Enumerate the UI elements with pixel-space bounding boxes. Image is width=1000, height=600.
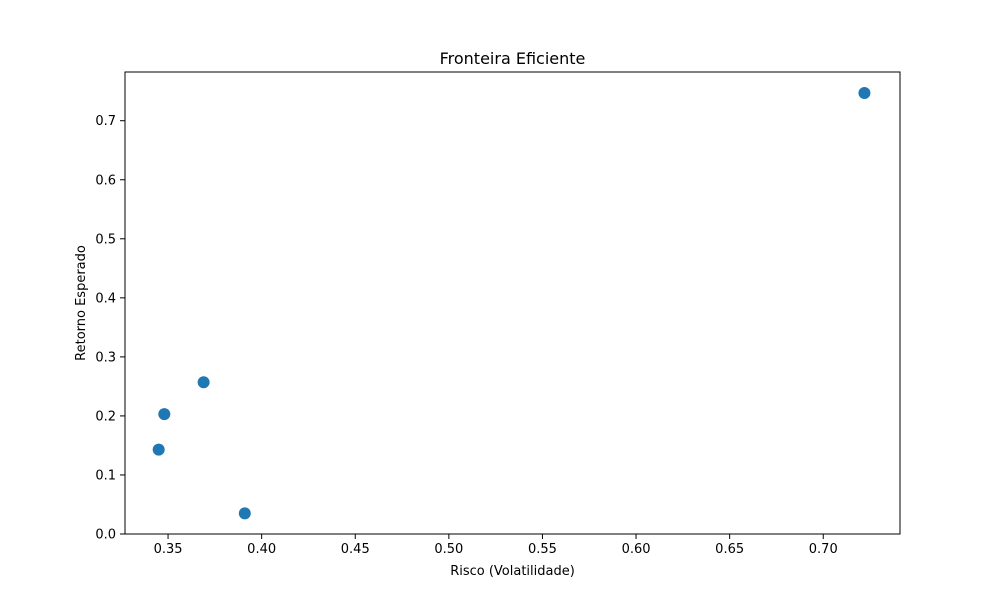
x-tick-label: 0.60 [622,542,651,557]
scatter-point [858,86,871,99]
scatter-point [238,507,251,520]
x-tick-label: 0.40 [247,542,276,557]
plot-frame [124,71,901,535]
x-tick-label: 0.35 [154,542,183,557]
y-axis-label: Retorno Esperado [74,245,89,361]
y-tick-label: 0.1 [95,468,116,483]
scatter-point [152,443,165,456]
scatter-point [158,408,171,421]
y-tick-label: 0.0 [95,528,116,543]
x-tick-label: 0.70 [809,542,838,557]
y-axis-ticks: 0.0 0.1 0.2 0.3 0.4 0.5 0.6 0.7 [95,114,125,543]
x-tick-label: 0.65 [715,542,744,557]
x-tick-label: 0.45 [341,542,370,557]
scatter-point [197,376,210,389]
chart-title: Fronteira Eficiente [440,49,586,68]
y-tick-label: 0.4 [95,291,116,306]
y-tick-label: 0.5 [95,232,116,247]
x-axis-label: Risco (Volatilidade) [450,564,575,579]
y-tick-label: 0.7 [95,114,116,129]
y-tick-label: 0.2 [95,409,116,424]
y-tick-label: 0.6 [95,173,116,188]
data-points [152,86,871,520]
x-tick-label: 0.55 [528,542,557,557]
x-tick-label: 0.50 [434,542,463,557]
x-axis-ticks: 0.35 0.40 0.45 0.50 0.55 0.60 0.65 0.70 [154,534,838,557]
y-tick-label: 0.3 [95,350,116,365]
